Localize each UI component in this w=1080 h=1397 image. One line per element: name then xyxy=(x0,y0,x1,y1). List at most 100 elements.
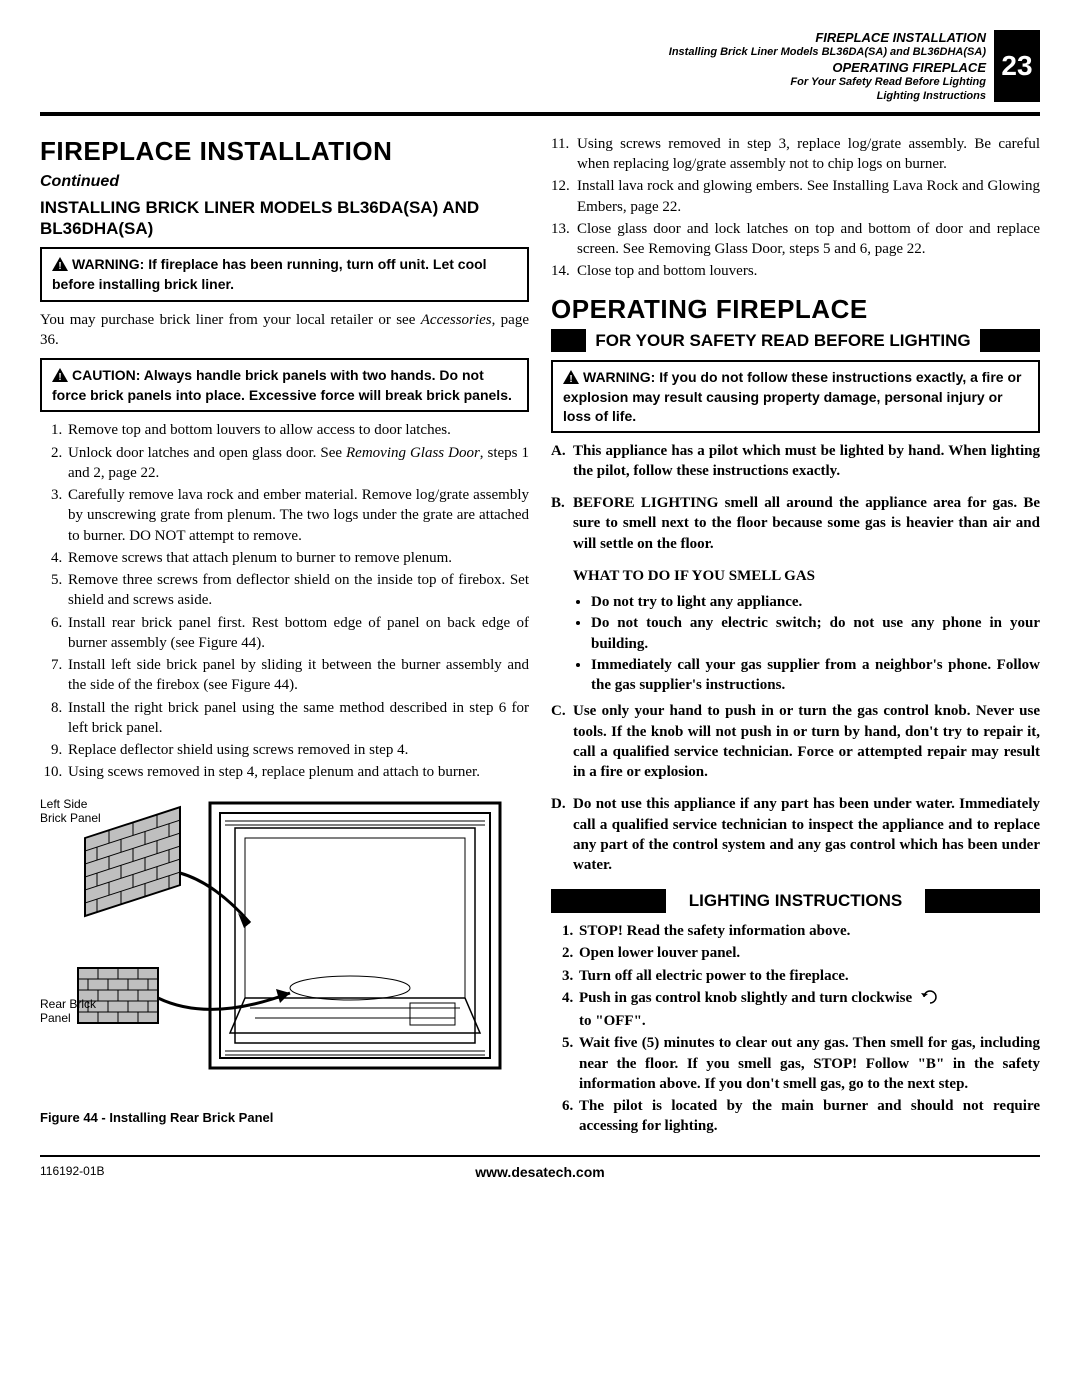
step-13: 13. Close glass door and lock latches on… xyxy=(551,219,1040,260)
caution-box: ! CAUTION: Always handle brick panels wi… xyxy=(40,358,529,412)
clockwise-arrow-icon xyxy=(920,989,940,1011)
light-3: Turn off all electric power to the firep… xyxy=(577,966,1040,986)
step-1-text: Remove top and bottom louvers to allow a… xyxy=(68,422,451,438)
step-10-text: Using scews removed in step 4, replace p… xyxy=(68,764,480,780)
step-2-a: Unlock door latches and open glass door.… xyxy=(68,445,346,461)
step-13-ital: Removing Glass Door xyxy=(648,241,782,257)
warning-right-text: WARNING: If you do not follow these inst… xyxy=(563,369,1021,423)
footer-center: www.desatech.com xyxy=(373,1163,706,1182)
step-5-text: Remove three screws from deflector shiel… xyxy=(68,572,529,608)
warning-box-left: ! WARNING: If fireplace has been running… xyxy=(40,247,529,301)
footer-left: 116192-01B xyxy=(40,1163,373,1182)
figure-44-svg xyxy=(40,793,520,1093)
step-12: 12. Install lava rock and glowing embers… xyxy=(551,176,1040,217)
bar-right-black xyxy=(980,329,1040,353)
svg-text:!: ! xyxy=(58,261,61,271)
step-3-text: Carefully remove lava rock and ember mat… xyxy=(68,487,529,544)
warning-text: WARNING: If fireplace has been running, … xyxy=(52,256,487,292)
warning-triangle-icon: ! xyxy=(563,370,579,388)
intro-ital: Accessories xyxy=(421,312,492,328)
gas-bullet-2: Do not touch any electric switch; do not… xyxy=(591,613,1040,654)
light-2: Open lower louver panel. xyxy=(577,943,1040,963)
step-8: Install the right brick panel using the … xyxy=(66,698,529,739)
step-11-num: 11. xyxy=(551,134,577,175)
install-steps: Remove top and bottom louvers to allow a… xyxy=(40,420,529,782)
bar-right-black-2 xyxy=(925,889,1040,913)
page-number-badge: 23 xyxy=(994,30,1040,102)
left-heading: Fireplace Installation xyxy=(40,134,529,169)
light-5: Wait five (5) minutes to clear out any g… xyxy=(577,1033,1040,1094)
light-4: Push in gas control knob slightly and tu… xyxy=(577,988,1040,1032)
safety-B: B. BEFORE LIGHTING smell all around the … xyxy=(551,493,1040,560)
step-14-num: 14. xyxy=(551,261,577,281)
right-column: 11. Using screws removed in step 3, repl… xyxy=(551,134,1040,1139)
page-number: 23 xyxy=(1001,47,1032,85)
lighting-section-bar: LIGHTING INSTRUCTIONS xyxy=(551,889,1040,913)
operating-heading: Operating Fireplace xyxy=(551,292,1040,327)
step-11-text: Using screws removed in step 3, replace … xyxy=(577,136,1040,172)
header-line-2: Installing Brick Liner Models BL36DA(SA)… xyxy=(669,46,986,60)
safety-B-text: BEFORE LIGHTING smell all around the app… xyxy=(573,493,1040,554)
intro-a: You may purchase brick liner from your l… xyxy=(40,312,421,328)
light-4-b: to "OFF". xyxy=(579,1013,646,1029)
bar-left-black xyxy=(551,329,586,353)
safety-B-sub: WHAT TO DO IF YOU SMELL GAS Do not try t… xyxy=(551,566,1040,696)
safety-list: A. This appliance has a pilot which must… xyxy=(551,441,1040,882)
gas-bullets: Do not try to light any appliance. Do no… xyxy=(573,592,1040,695)
step-4-text: Remove screws that attach plenum to burn… xyxy=(68,550,452,566)
safety-D-text: Do not use this appliance if any part ha… xyxy=(573,794,1040,875)
step-4: Remove screws that attach plenum to burn… xyxy=(66,548,529,568)
safety-A: A. This appliance has a pilot which must… xyxy=(551,441,1040,488)
safety-section-bar: FOR YOUR SAFETY READ BEFORE LIGHTING xyxy=(551,329,1040,353)
continued-label: Continued xyxy=(40,171,529,193)
safety-D: D. Do not use this appliance if any part… xyxy=(551,794,1040,881)
gas-bullet-3: Immediately call your gas supplier from … xyxy=(591,655,1040,696)
gas-bullet-1: Do not try to light any appliance. xyxy=(591,592,1040,612)
step-2-ital: Removing Glass Door xyxy=(346,445,480,461)
caution-text: CAUTION: Always handle brick panels with… xyxy=(52,367,512,403)
what-to-do-heading: WHAT TO DO IF YOU SMELL GAS xyxy=(573,566,1040,586)
warning-triangle-icon: ! xyxy=(52,368,68,386)
step-10: Using scews removed in step 4, replace p… xyxy=(66,762,529,782)
step-13-b: , steps 5 and 6, page 22. xyxy=(782,241,926,257)
step-14-text: Close top and bottom louvers. xyxy=(577,263,757,279)
light-1: STOP! Read the safety information above. xyxy=(577,921,1040,941)
footer-right xyxy=(707,1163,1040,1182)
step-3: Carefully remove lava rock and ember mat… xyxy=(66,485,529,546)
step-7-text: Install left side brick panel by sliding… xyxy=(68,657,529,693)
header-line-5: Lighting Instructions xyxy=(669,90,986,104)
step-6-text: Install rear brick panel first. Rest bot… xyxy=(68,615,529,651)
header-rule xyxy=(40,112,1040,116)
left-subheading: INSTALLING BRICK LINER MODELS BL36DA(SA)… xyxy=(40,198,529,239)
bar-left-black-2 xyxy=(551,889,666,913)
intro-paragraph: You may purchase brick liner from your l… xyxy=(40,310,529,351)
content-columns: Fireplace Installation Continued INSTALL… xyxy=(40,134,1040,1139)
header-line-1: FIREPLACE INSTALLATION xyxy=(669,30,986,46)
fig-label-leftside: Left SideBrick Panel xyxy=(40,798,101,826)
svg-text:!: ! xyxy=(58,372,61,382)
lighting-bar-text: LIGHTING INSTRUCTIONS xyxy=(666,889,925,913)
step-2: Unlock door latches and open glass door.… xyxy=(66,443,529,484)
fig-label-rear: Rear BrickPanel xyxy=(40,998,96,1026)
step-7: Install left side brick panel by sliding… xyxy=(66,655,529,696)
step-14: 14. Close top and bottom louvers. xyxy=(551,261,1040,281)
step-13-num: 13. xyxy=(551,219,577,260)
header-line-4: For Your Safety Read Before Lighting xyxy=(669,76,986,90)
warning-triangle-icon: ! xyxy=(52,257,68,275)
figure-44-caption: Figure 44 - Installing Rear Brick Panel xyxy=(40,1109,529,1127)
step-12-a: Install lava rock and glowing embers. Se… xyxy=(577,178,832,194)
light-6: The pilot is located by the main burner … xyxy=(577,1096,1040,1137)
svg-text:!: ! xyxy=(569,374,572,384)
step-12-num: 12. xyxy=(551,176,577,217)
step-5: Remove three screws from deflector shiel… xyxy=(66,570,529,611)
safety-D-label: D. xyxy=(551,794,573,875)
safety-C-text: Use only your hand to push in or turn th… xyxy=(573,701,1040,782)
safety-B-label: B. xyxy=(551,493,573,554)
safety-C: C. Use only your hand to push in or turn… xyxy=(551,701,1040,788)
step-9-text: Replace deflector shield using screws re… xyxy=(68,742,408,758)
safety-A-label: A. xyxy=(551,441,573,482)
safety-A-text: This appliance has a pilot which must be… xyxy=(573,441,1040,482)
header-line-3: OPERATING FIREPLACE xyxy=(669,60,986,76)
page-header: FIREPLACE INSTALLATION Installing Brick … xyxy=(40,30,1040,104)
page-footer: 116192-01B www.desatech.com xyxy=(40,1155,1040,1182)
